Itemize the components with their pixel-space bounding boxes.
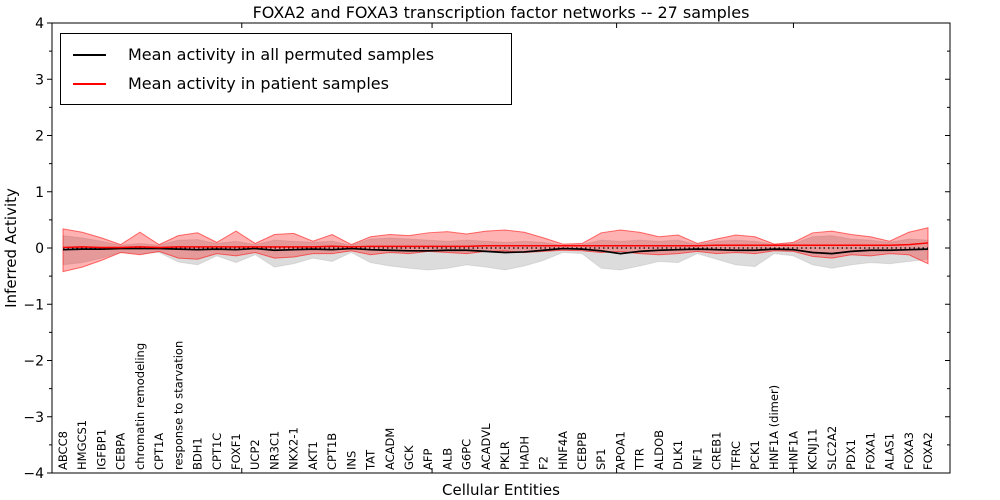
x-category-label: CPT1B <box>325 433 339 470</box>
x-category-label: KCNJ11 <box>806 428 820 470</box>
x-category-label: G6PC <box>460 439 474 470</box>
x-category-label: ALDOB <box>652 430 666 470</box>
x-category-label: ABCC8 <box>56 431 70 470</box>
x-category-label: UCP2 <box>248 439 262 470</box>
x-category-label: AKT1 <box>306 441 320 470</box>
x-category-label: NF1 <box>690 447 704 470</box>
x-category-label: PCK1 <box>748 440 762 470</box>
legend-label-patient: Mean activity in patient samples <box>128 74 389 93</box>
x-category-label: ALAS1 <box>883 433 897 470</box>
x-category-label: SLC2A2 <box>825 426 839 470</box>
x-category-label: HNF1A (dimer) <box>767 385 781 470</box>
x-category-label: TFRC <box>729 441 743 471</box>
x-category-label: CREB1 <box>710 432 724 471</box>
patient-samples-std-band <box>62 227 929 273</box>
x-category-label: TAT <box>364 449 378 471</box>
x-category-label: FOXA1 <box>863 432 877 470</box>
patient-mean-line <box>62 242 929 249</box>
x-category-label: CEBPB <box>575 432 589 470</box>
x-category-label: ALB <box>440 448 454 470</box>
permuted-line-sample <box>73 53 106 56</box>
x-category-label: ACADM <box>383 428 397 470</box>
y-tick-label: 3 <box>35 72 44 88</box>
x-category-label: CPT1C <box>210 433 224 470</box>
x-category-label: FOXA2 <box>921 432 935 470</box>
x-category-label: HNF4A <box>556 431 570 470</box>
x-category-label: FOXF1 <box>229 433 243 470</box>
y-axis-label: Inferred Activity <box>2 188 20 308</box>
x-category-label: FOXA3 <box>902 432 916 470</box>
y-tick-label: 4 <box>35 16 44 32</box>
x-category-label: response to starvation <box>171 341 185 470</box>
x-category-label: IGFBP1 <box>94 429 108 470</box>
x-category-label: TTR <box>633 448 647 471</box>
x-category-label: SP1 <box>594 448 608 470</box>
y-tick-label: −4 <box>23 466 44 482</box>
patient-line-sample <box>73 82 106 85</box>
x-category-label: PKLR <box>498 441 512 470</box>
chart-title: FOXA2 and FOXA3 transcription factor net… <box>252 3 750 22</box>
x-category-label: NR3C1 <box>267 431 281 470</box>
x-category-label: APOA1 <box>613 431 627 470</box>
legend-item-permuted: Mean activity in all permuted samples <box>73 40 505 69</box>
x-category-label: BDH1 <box>191 437 205 470</box>
x-category-label: ACADVL <box>479 423 493 470</box>
x-category-label: HNF1A <box>786 431 800 470</box>
x-category-label: NKX2-1 <box>287 427 301 470</box>
x-category-label: DLK1 <box>671 440 685 470</box>
x-category-label: CPT1A <box>152 433 166 470</box>
y-tick-label: 2 <box>35 129 44 145</box>
y-tick-label: −1 <box>23 297 44 313</box>
x-category-label: INS <box>344 451 358 470</box>
x-category-label: F2 <box>537 456 551 470</box>
x-category-label: chromatin remodeling <box>133 343 147 470</box>
y-tick-label: −2 <box>23 354 44 370</box>
x-category-label: HMGCS1 <box>75 420 89 470</box>
x-category-label: GCK <box>402 445 416 470</box>
legend: Mean activity in all permuted samples Me… <box>60 33 512 105</box>
x-category-label: PDX1 <box>844 439 858 470</box>
permuted-mean-line <box>62 247 929 255</box>
legend-label-permuted: Mean activity in all permuted samples <box>128 45 435 64</box>
y-tick-label: −3 <box>23 410 44 426</box>
x-category-label: HADH <box>517 436 531 470</box>
x-category-label: CEBPA <box>114 433 128 470</box>
x-category-label: AFP <box>421 449 435 470</box>
legend-item-patient: Mean activity in patient samples <box>73 69 505 98</box>
y-tick-label: 0 <box>35 241 44 257</box>
x-axis-label: Cellular Entities <box>442 481 560 499</box>
y-tick-label: 1 <box>35 185 44 201</box>
